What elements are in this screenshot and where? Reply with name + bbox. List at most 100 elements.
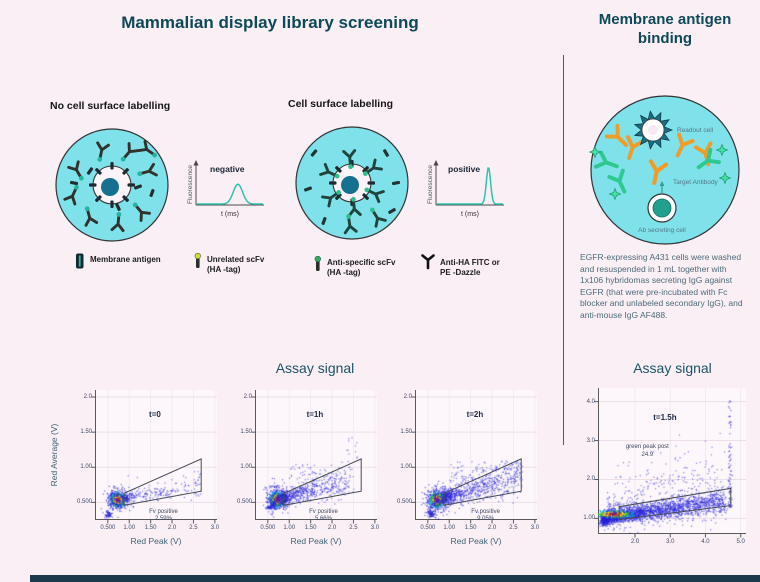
- droplet2-contents: [303, 149, 401, 235]
- x-axis-label: Red Peak (V): [130, 536, 182, 546]
- y-tick-label: 1.50: [240, 429, 252, 436]
- unrelated-scfv-icon: [194, 252, 201, 268]
- y-tick-label: 1.00: [583, 515, 595, 522]
- y-tick-label: 0.500: [396, 499, 412, 506]
- x-tick-label: 5.0: [736, 539, 745, 545]
- y-tick-label: 2.0: [403, 394, 412, 401]
- scatter-points: [415, 390, 537, 520]
- droplet1-contents: [63, 140, 158, 233]
- x-tick-label: 4.0: [701, 539, 710, 545]
- readout-cell-label: Readout cell: [677, 127, 714, 134]
- y-tick-label: 4.0: [586, 398, 595, 405]
- signal-label: positive: [448, 164, 480, 174]
- pulse-plot-positive: positive Fluorescence t (ms): [427, 160, 504, 218]
- droplet3-contents: [589, 110, 732, 223]
- y-tick-label: 1.50: [80, 429, 92, 436]
- anti-specific-scfv-icon: [314, 255, 321, 271]
- membrane-antigen-icon: [76, 253, 84, 269]
- experiment-description: EGFR-expressing A431 cells were washed a…: [580, 252, 743, 320]
- flow-plot-flow-t15: t=1.5h green peak post 24.9 1.00 2.0 3.0 4.0 2.…: [583, 388, 746, 545]
- x-tick-label: 3.0: [530, 525, 540, 531]
- x-tick-label: 2.5: [509, 525, 518, 531]
- signal-label: negative: [210, 164, 245, 174]
- legend-label-anti-specific-scfv: Anti-specific scFv (HA -tag): [327, 258, 396, 277]
- legend-label-unrelated-scfv: Unrelated scFv (HA -tag): [207, 255, 265, 274]
- section-divider: [563, 55, 564, 445]
- gate-overlay: [443, 458, 522, 506]
- bottom-accent-bar: [30, 575, 760, 582]
- anti-ha-antibody-icon: [421, 254, 435, 270]
- flow-plot-flow-t0: t=0 Fv positive 2.59% 0.500 1.00 1.50 2.0 0.500…: [49, 390, 219, 546]
- y-tick-label: 1.00: [80, 464, 92, 471]
- droplet-outline: [590, 95, 740, 245]
- y-tick-label: 2.0: [83, 394, 92, 401]
- y-tick-label: 2.0: [243, 394, 252, 401]
- plot-title: t=1.5h: [653, 412, 677, 422]
- x-tick-label: 2.5: [189, 525, 198, 531]
- gate-overlay: [618, 487, 732, 521]
- legend-label-membrane-antigen: Membrane antigen: [90, 255, 161, 264]
- x-tick-label: 0.500: [100, 525, 116, 531]
- x-tick-label: 2.5: [349, 525, 358, 531]
- gate-label: Fv positive 5.66%: [309, 508, 338, 523]
- y-tick-label: 0.500: [236, 499, 252, 506]
- x-tick-label: 1.00: [283, 525, 296, 531]
- droplet-binding-illustration: Readout cell Target Antibody Ab secretin…: [589, 95, 740, 245]
- scatter-points: [255, 390, 377, 520]
- plot-title: t=0: [149, 409, 161, 419]
- y-tick-label: 1.00: [400, 464, 412, 471]
- ab-secreting-cell-label: Ab secreting cell: [638, 227, 686, 234]
- x-tick-label: 2.0: [327, 525, 337, 531]
- x-tick-label: 1.50: [304, 525, 317, 531]
- droplet-no-labelling-illustration: [55, 128, 169, 242]
- droplet-labelling-illustration: [295, 126, 409, 240]
- heading-labelling: Cell surface labelling: [288, 98, 394, 110]
- x-tick-label: 3.0: [210, 525, 220, 531]
- pulse-plot-negative: negative Fluorescence t (ms): [187, 160, 264, 218]
- flow-plot-flow-t1h: t=1h Fv positive 5.66% 0.500 1.00 1.50 2.0 0.50…: [237, 390, 379, 546]
- gate-overlay: [123, 458, 202, 506]
- y-axis-label: Fluorescence: [427, 165, 434, 204]
- heading-no-labelling: No cell surface labelling: [50, 100, 171, 112]
- gate-label: Fv positive 9.05%: [471, 508, 500, 523]
- gate-label: Fv positive 2.59%: [149, 508, 178, 523]
- plot-title: t=1h: [306, 409, 324, 419]
- y-axis-arrow-icon: [193, 160, 199, 166]
- y-axis-label: Red Average (V): [49, 423, 59, 487]
- assay-signal-title-left: Assay signal: [275, 360, 355, 376]
- x-tick-label: 2.0: [630, 539, 640, 545]
- x-tick-label: 0.500: [420, 525, 436, 531]
- y-tick-label: 3.0: [586, 437, 595, 444]
- x-tick-label: 1.50: [464, 525, 477, 531]
- y-tick-label: 2.0: [586, 476, 595, 483]
- x-axis-label: Red Peak (V): [290, 536, 342, 546]
- x-axis-label: t (ms): [221, 211, 239, 218]
- flow-plot-flow-t2h: t=2h Fv positive 9.05% 0.500 1.00 1.50 2.0 0.50…: [397, 390, 539, 546]
- assay-signal-title-right: Assay signal: [633, 360, 712, 376]
- plot-annotation: green peak post 24.9: [625, 444, 669, 458]
- x-tick-label: 3.0: [666, 539, 675, 545]
- legend-label-anti-ha: Anti-HA FITC or PE -Dazzle: [440, 258, 500, 277]
- target-antibody-label: Target Antibody: [673, 179, 719, 186]
- y-tick-label: 0.500: [76, 499, 92, 506]
- scatter-points: [598, 388, 746, 534]
- x-tick-label: 2.0: [487, 525, 497, 531]
- y-tick-label: 1.00: [240, 464, 252, 471]
- x-tick-label: 3.0: [370, 525, 380, 531]
- fluorescence-trace: [197, 183, 263, 205]
- x-axis-label: Red Peak (V): [450, 536, 502, 546]
- x-tick-label: 1.00: [123, 525, 136, 531]
- plot-title: t=2h: [466, 409, 484, 419]
- x-tick-label: 1.00: [443, 525, 456, 531]
- x-axis-label: t (ms): [461, 211, 479, 218]
- x-tick-label: 2.0: [167, 525, 177, 531]
- gate-overlay: [283, 458, 362, 506]
- right-section-title: Membrane antigen binding: [598, 11, 732, 47]
- scatter-points: [95, 390, 217, 520]
- y-axis-arrow-icon: [433, 160, 439, 166]
- x-tick-label: 1.50: [144, 525, 157, 531]
- x-tick-label: 0.500: [260, 525, 276, 531]
- left-section-title: Mammalian display library screening: [121, 13, 419, 32]
- y-axis-label: Fluorescence: [187, 165, 194, 204]
